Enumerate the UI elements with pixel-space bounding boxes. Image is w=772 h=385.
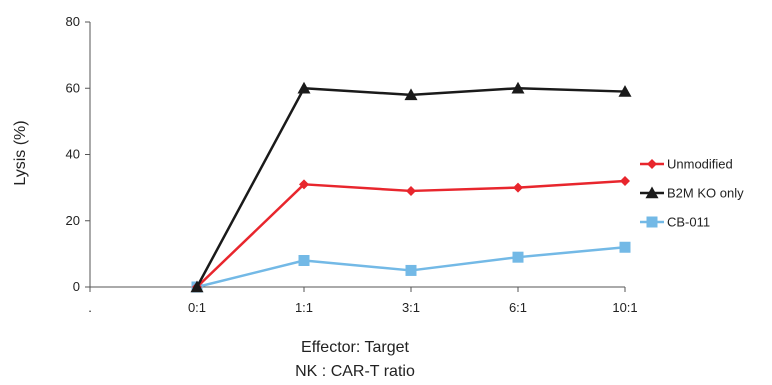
y-tick-label: 60 (66, 80, 80, 95)
legend-label: CB-011 (667, 215, 710, 230)
y-axis-title: Lysis (%) (12, 120, 29, 185)
series-cb-011 (191, 241, 631, 293)
data-point-unmodified (620, 176, 630, 186)
data-point-b2m-ko-only (404, 88, 418, 101)
series-b2m-ko-only (190, 81, 632, 293)
legend-item-b2m-ko-only: B2M KO only (640, 186, 744, 201)
legend-item-unmodified: Unmodified (640, 157, 733, 172)
data-point-b2m-ko-only (190, 280, 204, 293)
data-point-cb-011 (298, 255, 310, 266)
x-tick-label: . (88, 300, 92, 315)
x-axis-ticks: . 0:1 1:1 3:1 6:1 10:1 (88, 287, 638, 315)
data-point-b2m-ko-only (511, 81, 525, 94)
x-tick-label: 10:1 (612, 300, 637, 315)
data-point-b2m-ko-only (618, 85, 632, 97)
x-tick-label: 1:1 (295, 300, 313, 315)
x-tick-label: 3:1 (402, 300, 420, 315)
legend-swatch-marker (645, 186, 659, 199)
data-point-cb-011 (512, 251, 524, 263)
y-tick-label: 80 (66, 14, 80, 29)
data-point-b2m-ko-only (297, 81, 311, 94)
legend-label: B2M KO only (667, 186, 744, 201)
legend-swatch-marker (647, 159, 657, 169)
x-axis-title-line-1: Effector: Target (301, 339, 409, 356)
chart-axes (89, 22, 625, 288)
legend-swatch-marker (646, 216, 658, 228)
data-point-cb-011 (405, 264, 417, 276)
legend-label: Unmodified (667, 157, 733, 172)
y-tick-label: 0 (73, 279, 80, 294)
y-tick-label: 20 (66, 213, 80, 228)
legend: Unmodified B2M KO only CB-011 (640, 157, 744, 230)
data-point-cb-011 (619, 241, 631, 253)
y-tick-label: 40 (66, 147, 80, 162)
x-tick-label: 6:1 (509, 300, 527, 315)
x-axis-title-line-2: NK : CAR-T ratio (295, 363, 415, 380)
legend-item-cb-011: CB-011 (640, 215, 710, 230)
series-layer (190, 81, 632, 293)
y-axis-ticks: 0 20 40 60 80 (66, 14, 90, 294)
data-point-unmodified (299, 179, 309, 190)
data-point-unmodified (513, 182, 523, 193)
data-point-unmodified (406, 185, 416, 196)
x-tick-label: 0:1 (188, 300, 206, 315)
